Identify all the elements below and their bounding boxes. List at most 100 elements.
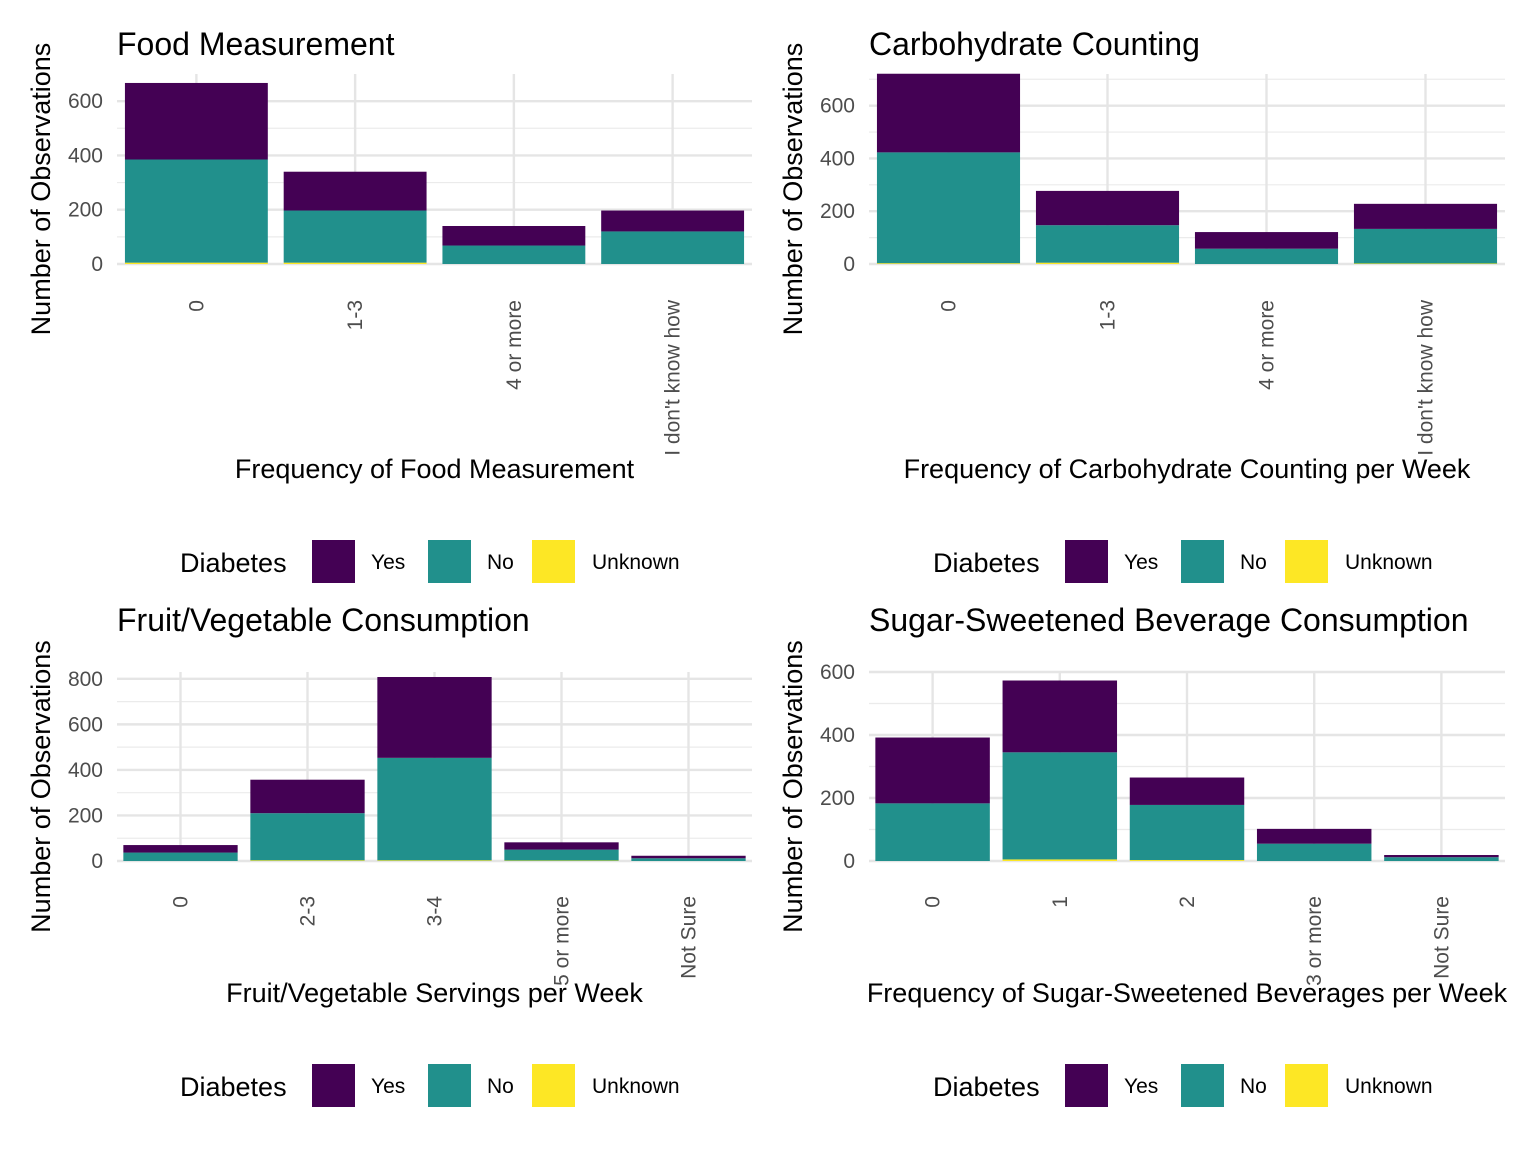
- legend-label-yes: Yes: [1124, 551, 1158, 574]
- y-axis-label: Number of Observations: [778, 43, 808, 336]
- y-tick-label: 400: [68, 759, 103, 782]
- chart-title: Carbohydrate Counting: [869, 26, 1200, 62]
- bar-unknown-1: [1002, 859, 1118, 861]
- bar-yes-5-or-more: [504, 842, 619, 850]
- bar-no-0: [875, 803, 990, 861]
- bar-unknown-0: [124, 262, 268, 264]
- x-axis-label: Frequency of Carbohydrate Counting per W…: [904, 454, 1471, 484]
- bar-yes-0: [875, 737, 990, 804]
- legend-key-unknown: [532, 1064, 575, 1107]
- chart-title: Food Measurement: [117, 26, 395, 62]
- legend-label-yes: Yes: [371, 1075, 405, 1098]
- bar-no-2: [1129, 804, 1245, 861]
- x-tick-label: 0: [922, 896, 945, 908]
- y-tick-label: 600: [68, 713, 103, 736]
- bar-unknown-1-3: [1035, 262, 1180, 264]
- bar-yes-not-sure: [1384, 855, 1499, 858]
- bar-no-2-3: [250, 813, 365, 861]
- bars: [875, 680, 1499, 861]
- bar-no-1-3: [1035, 225, 1180, 263]
- legend-key-no: [428, 540, 471, 583]
- x-tick-label: 3-4: [424, 896, 447, 927]
- bar-yes-1: [1002, 680, 1118, 753]
- y-tick-label: 400: [820, 147, 855, 170]
- legend-title: Diabetes: [180, 548, 287, 578]
- x-tick-label: 0: [938, 300, 961, 312]
- y-axis-label: Number of Observations: [26, 640, 56, 933]
- chart-panel-carbohydrate-counting: 0 200 400 600 0 1-3 4 or more I don't know how C…: [768, 0, 1536, 583]
- bar-yes-3-or-more: [1256, 828, 1372, 844]
- bar-yes-0: [123, 845, 238, 853]
- bar-unknown-i-don-t-know-how: [1353, 263, 1498, 264]
- legend: Diabetes Yes No Unknown: [180, 1064, 680, 1107]
- legend: Diabetes Yes No Unknown: [933, 1064, 1433, 1107]
- bar-yes-not-sure: [631, 855, 746, 859]
- y-tick-label: 400: [68, 144, 103, 167]
- y-tick-label: 200: [68, 199, 103, 222]
- bar-no-i-don-t-know-how: [1353, 228, 1498, 264]
- x-axis-label: Frequency of Sugar-Sweetened Beverages p…: [867, 978, 1508, 1008]
- bars: [123, 677, 746, 861]
- bar-yes-0: [876, 73, 1021, 153]
- x-tick-label: 2: [1176, 896, 1199, 908]
- chart-title: Sugar-Sweetened Beverage Consumption: [869, 602, 1468, 638]
- bar-yes-i-don-t-know-how: [601, 210, 745, 232]
- y-tick-label: 600: [820, 95, 855, 118]
- chart-panel-fruit-vegetable: 0 200 400 600 800 0 2-3 3-4 5 or more Not Sure Fru…: [0, 576, 768, 1152]
- legend-key-no: [428, 1064, 471, 1107]
- y-tick-label: 600: [68, 90, 103, 113]
- bar-yes-2: [1129, 777, 1245, 805]
- legend: Diabetes Yes No Unknown: [933, 540, 1433, 583]
- legend-label-yes: Yes: [1124, 1075, 1158, 1098]
- chart-panel-food-measurement: 0 200 400 600 0 1-3 4 or more I don't know how F…: [0, 0, 768, 583]
- x-tick-label: Not Sure: [678, 896, 701, 979]
- bar-yes-4-or-more: [442, 226, 586, 246]
- bar-yes-4-or-more: [1194, 232, 1339, 249]
- y-tick-label: 600: [820, 661, 855, 684]
- y-axis-label: Number of Observations: [778, 640, 808, 933]
- bar-unknown-3-4: [377, 860, 492, 861]
- y-tick-label: 200: [68, 804, 103, 827]
- bar-no-0: [124, 159, 268, 263]
- legend-label-unknown: Unknown: [1345, 551, 1433, 574]
- x-tick-label: 1-3: [344, 300, 367, 330]
- bar-no-0: [123, 852, 238, 861]
- bar-yes-i-don-t-know-how: [1353, 203, 1498, 229]
- legend-key-yes: [312, 540, 355, 583]
- legend-key-unknown: [532, 540, 575, 583]
- bars: [876, 73, 1498, 264]
- y-tick-label: 0: [843, 253, 855, 276]
- chart-svg: 0 200 400 600 0 1-3 4 or more I don't know how C…: [778, 26, 1505, 583]
- bar-no-3-or-more: [1256, 843, 1372, 861]
- x-axis-label: Frequency of Food Measurement: [235, 454, 635, 484]
- y-tick-label: 0: [843, 850, 855, 873]
- x-tick-label: 0: [185, 300, 208, 312]
- legend-key-no: [1181, 1064, 1224, 1107]
- bar-unknown-2: [1129, 860, 1245, 861]
- x-tick-label: Not Sure: [1430, 896, 1453, 979]
- bar-no-5-or-more: [504, 849, 619, 861]
- x-tick-label: I don't know how: [662, 299, 685, 456]
- y-tick-label: 200: [820, 787, 855, 810]
- x-tick-label: I don't know how: [1415, 299, 1438, 456]
- bar-no-not-sure: [1384, 857, 1499, 861]
- x-tick-label: 4 or more: [1256, 300, 1279, 390]
- bar-no-3-4: [377, 757, 492, 861]
- x-tick-label: 0: [170, 896, 193, 908]
- y-tick-label: 0: [91, 850, 103, 873]
- legend-label-no: No: [487, 551, 514, 574]
- bar-yes-2-3: [250, 779, 365, 814]
- y-tick-label: 0: [91, 253, 103, 276]
- y-tick-label: 800: [68, 668, 103, 691]
- bar-no-4-or-more: [442, 245, 586, 264]
- bar-yes-1-3: [1035, 190, 1180, 226]
- x-axis-label: Fruit/Vegetable Servings per Week: [226, 978, 643, 1008]
- legend-label-no: No: [1240, 551, 1267, 574]
- bar-unknown-0: [876, 263, 1021, 264]
- x-tick-label: 4 or more: [503, 300, 526, 390]
- legend-title: Diabetes: [180, 1072, 287, 1102]
- x-tick-label: 3 or more: [1303, 896, 1326, 986]
- legend-label-yes: Yes: [371, 551, 405, 574]
- x-tick-label: 1-3: [1097, 300, 1120, 330]
- legend-key-unknown: [1285, 540, 1328, 583]
